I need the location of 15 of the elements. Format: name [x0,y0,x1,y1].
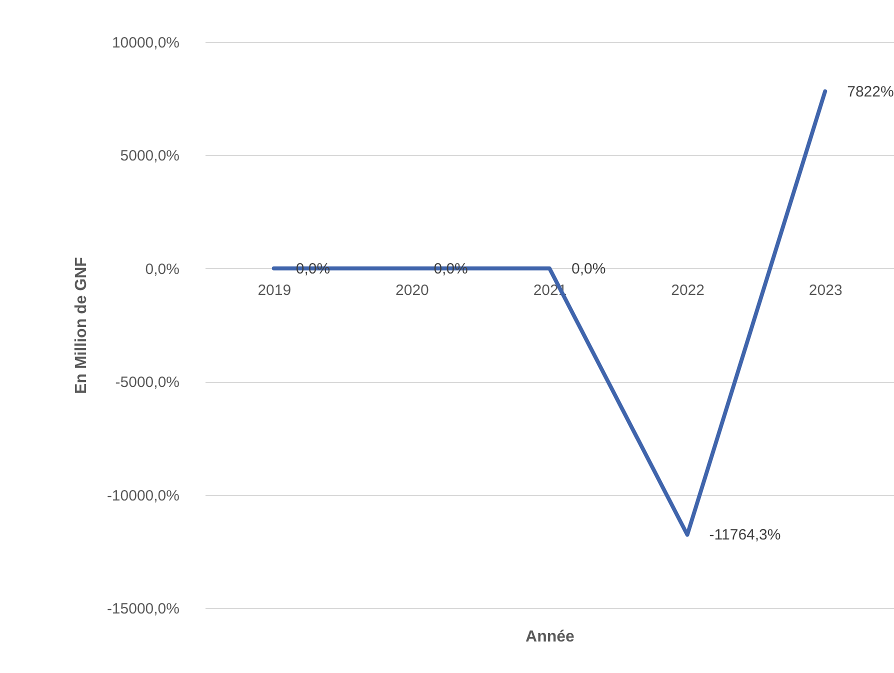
y-tick-label: -5000,0% [115,374,180,392]
x-tick-label: 2019 [258,282,292,299]
data-label: 7822% [847,83,894,100]
x-tick-label: 2020 [396,282,429,299]
x-tick-label: 2022 [671,282,704,299]
x-axis-title: Année [526,628,575,646]
data-label: -11764,3% [709,526,781,544]
x-tick-label: 2023 [808,282,842,299]
y-axis-title: En Million de GNF [72,256,90,394]
data-label: 0,0% [572,260,606,278]
y-tick-label: 10000,0% [112,34,180,52]
y-tick-label: -10000,0% [106,487,180,504]
y-tick-label: 0,0% [145,260,180,278]
y-tick-label: -15000,0% [106,600,180,618]
y-tick-label: 5000,0% [120,148,180,165]
